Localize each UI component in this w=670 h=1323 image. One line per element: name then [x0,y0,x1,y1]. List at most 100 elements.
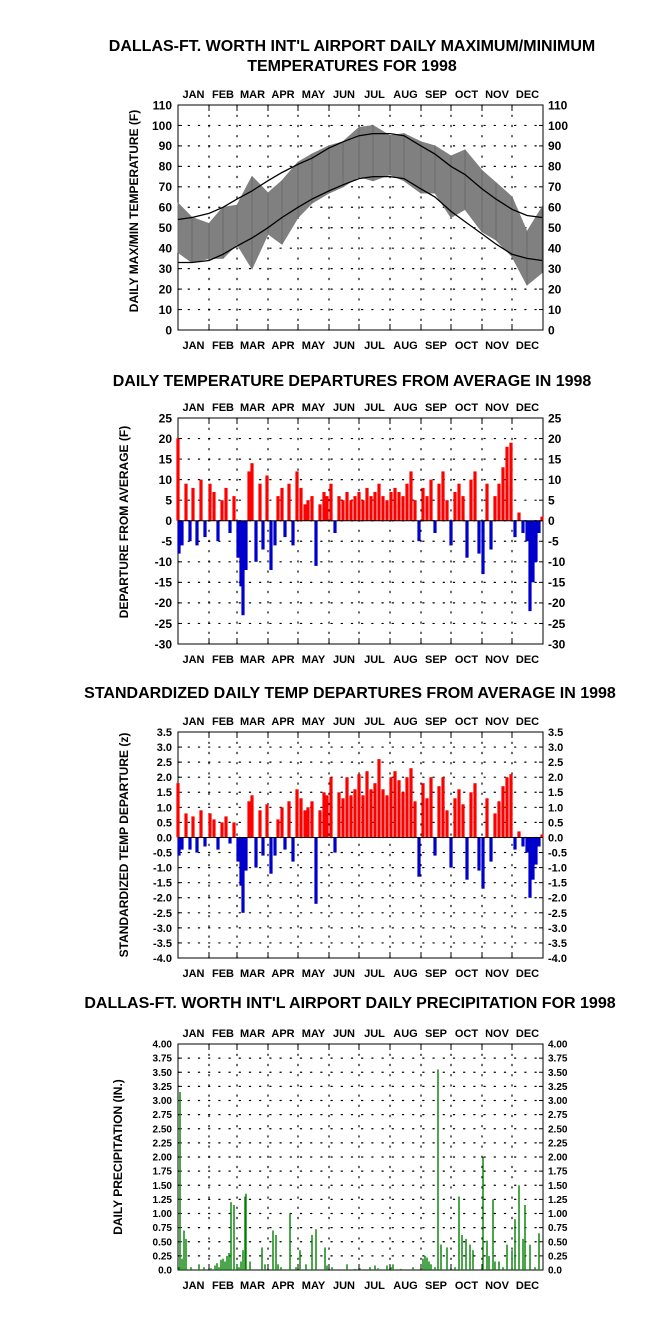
precipitation-bar [472,1250,474,1270]
y-tick-label-left: 20 [159,432,173,446]
y-tick-label-left: -3.0 [153,923,172,935]
departure-bar [239,520,243,587]
departure-bar [239,837,243,886]
departure-bar [413,500,417,521]
month-label-top: NOV [485,402,510,414]
month-label-bottom: SEP [425,654,447,666]
month-label-top: NOV [485,89,510,101]
precipitation-bar [434,1267,436,1270]
departure-bar [250,463,254,521]
departure-bar [509,774,513,838]
departure-bar [453,492,457,521]
departure-bar [461,804,465,838]
departure-bar [433,520,437,533]
departure-bar [244,520,248,570]
y-tick-label-left: 2.25 [153,1138,173,1149]
y-tick-label-right: -20 [548,596,566,610]
precipitation-bar [502,1267,504,1270]
departure-bar [220,500,224,521]
departure-bar [176,438,180,521]
precipitation-bar [203,1267,205,1270]
y-tick-label-left: -3.5 [153,938,172,950]
y-tick-label-left: 2.00 [153,1153,173,1164]
y-tick-label-left: 5 [165,494,172,508]
departure-bar [449,837,453,868]
departure-bar [341,798,345,838]
precipitation-bar [426,1257,428,1270]
precipitation-bar [277,1264,279,1270]
y-tick-label-right: 0.0 [548,1266,562,1277]
month-label-bottom: APR [271,1280,294,1292]
departure-bar [401,496,405,521]
precipitation-bar [236,1264,238,1270]
month-label-top: MAR [240,402,265,414]
plot-frame [177,731,544,959]
month-label-bottom: JUL [364,1280,385,1292]
departure-bar [184,813,188,838]
departure-bar [531,520,535,583]
month-label-bottom: MAY [302,968,326,980]
plot-frame [177,1043,544,1271]
y-tick-label-right: -0.5 [548,847,567,859]
month-label-top: AUG [393,1028,417,1040]
month-label-top: MAR [240,716,265,728]
departure-bar [195,520,199,546]
month-label-top: JUN [333,716,355,728]
y-tick-label-right: 10 [548,303,562,317]
departure-bar [528,520,532,612]
precipitation-bar [181,1258,183,1270]
departure-bar [291,520,295,546]
month-label-top: APR [271,716,294,728]
departure-bar [295,471,299,521]
chart-title: STANDARDIZED DAILY TEMP DEPARTURES FROM … [84,685,616,702]
precipitation-bar [280,1267,282,1270]
departure-bar [333,520,337,533]
y-tick-label-right: -1.5 [548,878,567,890]
precipitation-bar [424,1255,426,1270]
departure-bar [349,795,353,838]
y-tick-label-right: 110 [548,98,568,112]
departure-bar [537,520,541,533]
month-label-bottom: JUL [364,340,385,352]
departure-bar [465,520,469,558]
precipitation-bar [261,1247,263,1270]
y-tick-label-right: -30 [548,637,566,651]
departure-bar [265,804,269,838]
y-tick-label-right: 1.50 [548,1181,568,1192]
precipitation-bar [369,1267,371,1270]
precipitation-bar [498,1261,500,1270]
departure-bar [203,520,207,538]
month-label-bottom: MAY [302,340,326,352]
departure-bar [310,496,314,521]
month-label-top: JUN [333,402,355,414]
precipitation-bar [488,1255,490,1270]
departure-bar [381,496,385,521]
y-tick-label-right: 5 [548,494,555,508]
month-label-bottom: SEP [425,340,447,352]
precipitation-bar [272,1230,274,1270]
precipitation-bar [494,1261,496,1270]
y-tick-label-right: 80 [548,160,562,174]
y-tick-label-left: 3.50 [153,1068,173,1079]
departure-bar [299,487,303,521]
y-tick-label-left: 3.0 [157,742,172,754]
departure-bar [180,837,184,850]
precipitation-bar [264,1264,266,1270]
departure-bar [199,479,203,521]
precipitation-bar [514,1219,516,1270]
precipitation-bar [506,1244,508,1270]
departure-bar [357,774,361,838]
y-tick-label-right: -15 [548,576,566,590]
month-label-top: JUL [364,89,385,101]
departure-bar [505,446,509,521]
month-label-top: OCT [455,716,479,728]
precipitation-bar [454,1267,456,1270]
month-label-bottom: SEP [425,968,447,980]
departure-bar [413,801,417,838]
y-tick-label-left: 0.75 [153,1223,173,1234]
month-label-bottom: MAY [302,1280,326,1292]
departure-bar [329,483,333,521]
month-label-top: FEB [212,1028,234,1040]
precipitation-bar [374,1265,376,1270]
departure-bar [228,520,232,533]
